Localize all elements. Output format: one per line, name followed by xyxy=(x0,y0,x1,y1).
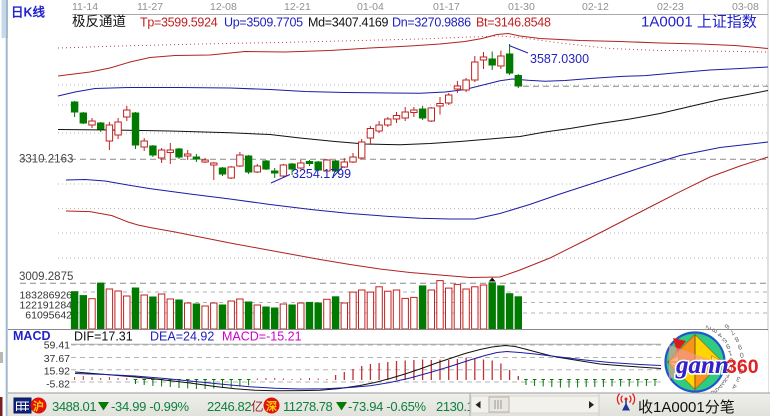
svg-text:02-23: 02-23 xyxy=(657,1,684,13)
svg-text:01-04: 01-04 xyxy=(357,1,384,13)
svg-text:6: 6 xyxy=(709,389,717,396)
svg-text:11278.78: 11278.78 xyxy=(283,399,333,414)
svg-text:Md=3407.4169: Md=3407.4169 xyxy=(308,16,389,30)
svg-text:MACD=-15.21: MACD=-15.21 xyxy=(222,330,302,344)
svg-text:11-27: 11-27 xyxy=(137,1,163,13)
svg-text:亿: 亿 xyxy=(251,399,264,414)
svg-text:01-17: 01-17 xyxy=(433,1,460,13)
svg-text:7: 7 xyxy=(728,328,736,336)
svg-text:0: 0 xyxy=(739,350,744,358)
svg-text:DEA=24.92: DEA=24.92 xyxy=(150,330,214,344)
svg-text:5: 5 xyxy=(713,386,721,394)
svg-text:gann: gann xyxy=(675,352,729,379)
svg-text:沪: 沪 xyxy=(33,399,44,413)
svg-text:DIF=17.31: DIF=17.31 xyxy=(74,330,133,344)
svg-text:3254.1799: 3254.1799 xyxy=(292,167,351,181)
svg-text:1: 1 xyxy=(740,359,744,366)
svg-text:3: 3 xyxy=(721,378,728,386)
svg-text:122191284: 122191284 xyxy=(19,300,72,312)
svg-text:Up=3509.7705: Up=3509.7705 xyxy=(224,16,303,30)
svg-text:1A0001 上证指数: 1A0001 上证指数 xyxy=(641,14,757,31)
svg-text:2130.1: 2130.1 xyxy=(436,399,474,414)
svg-text:03-08: 03-08 xyxy=(732,1,759,13)
svg-text:4: 4 xyxy=(717,382,725,390)
svg-text:2: 2 xyxy=(724,373,731,381)
svg-text:4: 4 xyxy=(715,331,723,339)
svg-text:2: 2 xyxy=(704,324,712,330)
svg-text:61095642: 61095642 xyxy=(25,310,72,322)
svg-text:收1A0001分笔: 收1A0001分笔 xyxy=(638,399,735,416)
svg-text:-5.82: -5.82 xyxy=(46,379,70,391)
svg-text:Dn=3270.9886: Dn=3270.9886 xyxy=(392,16,471,30)
svg-text:1: 1 xyxy=(727,349,733,357)
svg-text:9: 9 xyxy=(737,342,743,350)
svg-text:-34.99 -0.99%: -34.99 -0.99% xyxy=(111,399,190,414)
svg-text:9: 9 xyxy=(724,342,731,350)
svg-text:MACD: MACD xyxy=(13,329,51,343)
svg-text:3488.01: 3488.01 xyxy=(52,399,96,414)
svg-text:02-12: 02-12 xyxy=(582,1,609,13)
svg-text:Tp=3599.5924: Tp=3599.5924 xyxy=(140,16,218,30)
svg-text:3: 3 xyxy=(710,327,718,334)
svg-text:日K线: 日K线 xyxy=(11,5,46,20)
svg-text:-73.94 -0.65%: -73.94 -0.65% xyxy=(348,399,427,414)
svg-text:Bt=3146.8548: Bt=3146.8548 xyxy=(476,16,551,30)
svg-text:183286926: 183286926 xyxy=(19,289,72,301)
svg-text:1: 1 xyxy=(726,369,732,377)
svg-text:0: 0 xyxy=(728,364,733,371)
svg-text:gann: gann xyxy=(675,352,729,379)
svg-text:12-08: 12-08 xyxy=(210,1,237,13)
svg-text:3009.2875: 3009.2875 xyxy=(19,271,73,283)
svg-text:12-21: 12-21 xyxy=(284,1,311,13)
svg-text:4: 4 xyxy=(731,382,738,390)
svg-text:01-30: 01-30 xyxy=(508,1,535,13)
svg-text:6: 6 xyxy=(722,322,730,330)
svg-text:3587.0300: 3587.0300 xyxy=(530,52,589,66)
svg-text:5: 5 xyxy=(720,336,727,344)
svg-text:360: 360 xyxy=(726,356,759,378)
svg-text:8: 8 xyxy=(733,335,740,343)
svg-text:59.41: 59.41 xyxy=(44,340,70,352)
svg-text:11-14: 11-14 xyxy=(72,1,98,13)
svg-text:3: 3 xyxy=(736,375,742,383)
svg-text:15.92: 15.92 xyxy=(44,366,70,378)
svg-text:3310.2163: 3310.2163 xyxy=(19,154,73,166)
svg-text:37.67: 37.67 xyxy=(44,353,70,365)
svg-text:极反通道: 极反通道 xyxy=(72,14,126,29)
svg-text:深: 深 xyxy=(266,399,277,413)
svg-text:2: 2 xyxy=(738,367,743,375)
svg-text:2246.82: 2246.82 xyxy=(207,399,251,414)
svg-text:0: 0 xyxy=(729,356,734,363)
